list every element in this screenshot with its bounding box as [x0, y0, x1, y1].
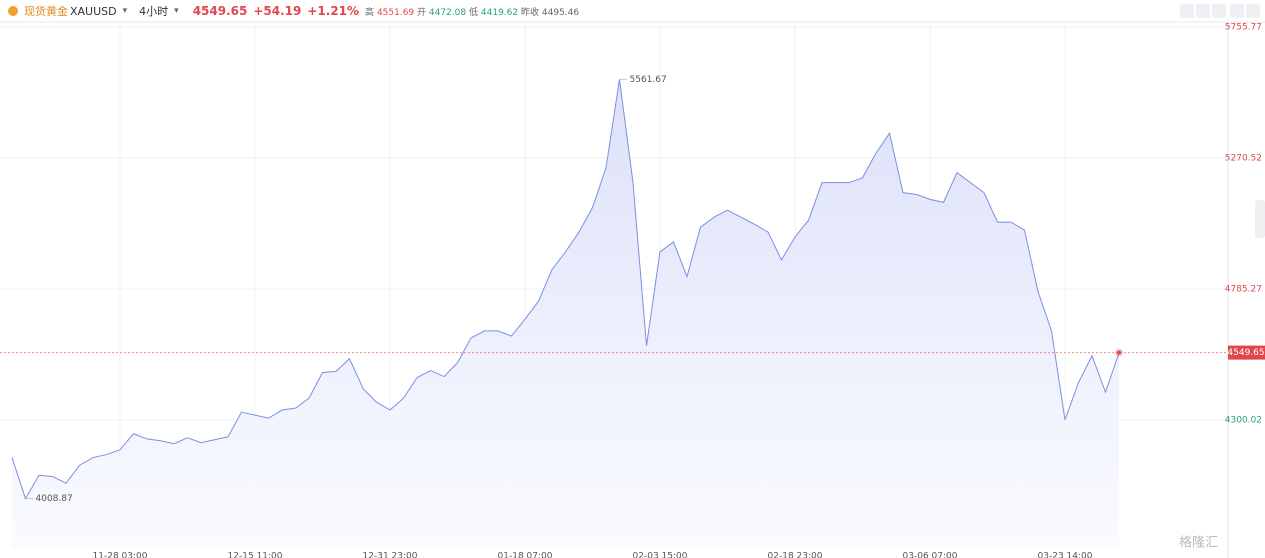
x-tick-label: 03-06 07:00: [903, 552, 958, 558]
x-tick-label: 12-31 23:00: [363, 552, 418, 558]
y-tick-label: 5755.77: [1225, 22, 1262, 32]
tool-button[interactable]: [1212, 4, 1226, 18]
high-label: 高: [365, 7, 375, 18]
price: 4549.65: [192, 4, 248, 18]
x-tick-label: 11-28 03:00: [93, 552, 148, 558]
header: 现货黄金 XAUUSD ▾ 4小时 ▾ 4549.65 +54.19 +1.21% …: [0, 0, 1265, 22]
x-tick-label: 12-15 11:00: [228, 552, 283, 558]
last-price-tag: [1228, 345, 1265, 360]
last-point-core: [1117, 350, 1121, 355]
close-button[interactable]: [1246, 4, 1260, 18]
tool-button[interactable]: [1180, 4, 1194, 18]
x-tick-label: 03-23 14:00: [1038, 552, 1093, 558]
side-toggle[interactable]: [1255, 200, 1265, 238]
icon: [8, 6, 18, 16]
low-annotation: 4008.87: [36, 494, 73, 504]
x-tick-label: 02-03 15:00: [633, 552, 688, 558]
watermark: 格隆汇: [1179, 535, 1218, 551]
high-annotation: 5561.67: [630, 75, 667, 85]
change: +54.19: [253, 4, 302, 18]
low: 4419.62: [480, 7, 519, 18]
symbol-name: 现货黄金: [24, 5, 68, 18]
low-label: 低: [469, 7, 479, 18]
y-tick-label: 4300.02: [1225, 416, 1262, 426]
open: 4472.08: [428, 7, 467, 18]
symbol[interactable]: XAUUSD: [70, 4, 117, 18]
change-pct: +1.21%: [307, 4, 360, 18]
open-label: 开: [417, 7, 427, 18]
tool-button[interactable]: [1196, 4, 1210, 18]
prev-close-label: 昨收: [521, 7, 540, 18]
y-tick-label: 5270.52: [1225, 153, 1262, 163]
area: [12, 79, 1119, 548]
y-tick-label: 4785.27: [1225, 284, 1262, 294]
last-price-label: 4549.65: [1227, 348, 1264, 358]
interval[interactable]: 4小时: [139, 5, 169, 18]
x-tick-label: 01-18 07:00: [498, 552, 553, 558]
tool-button[interactable]: [1230, 4, 1244, 18]
prev-close: 4495.46: [541, 7, 580, 18]
x-tick-label: 02-18 23:00: [768, 552, 823, 558]
high: 4551.69: [376, 7, 415, 18]
line: [11, 79, 1120, 500]
plot: [0, 22, 1228, 548]
